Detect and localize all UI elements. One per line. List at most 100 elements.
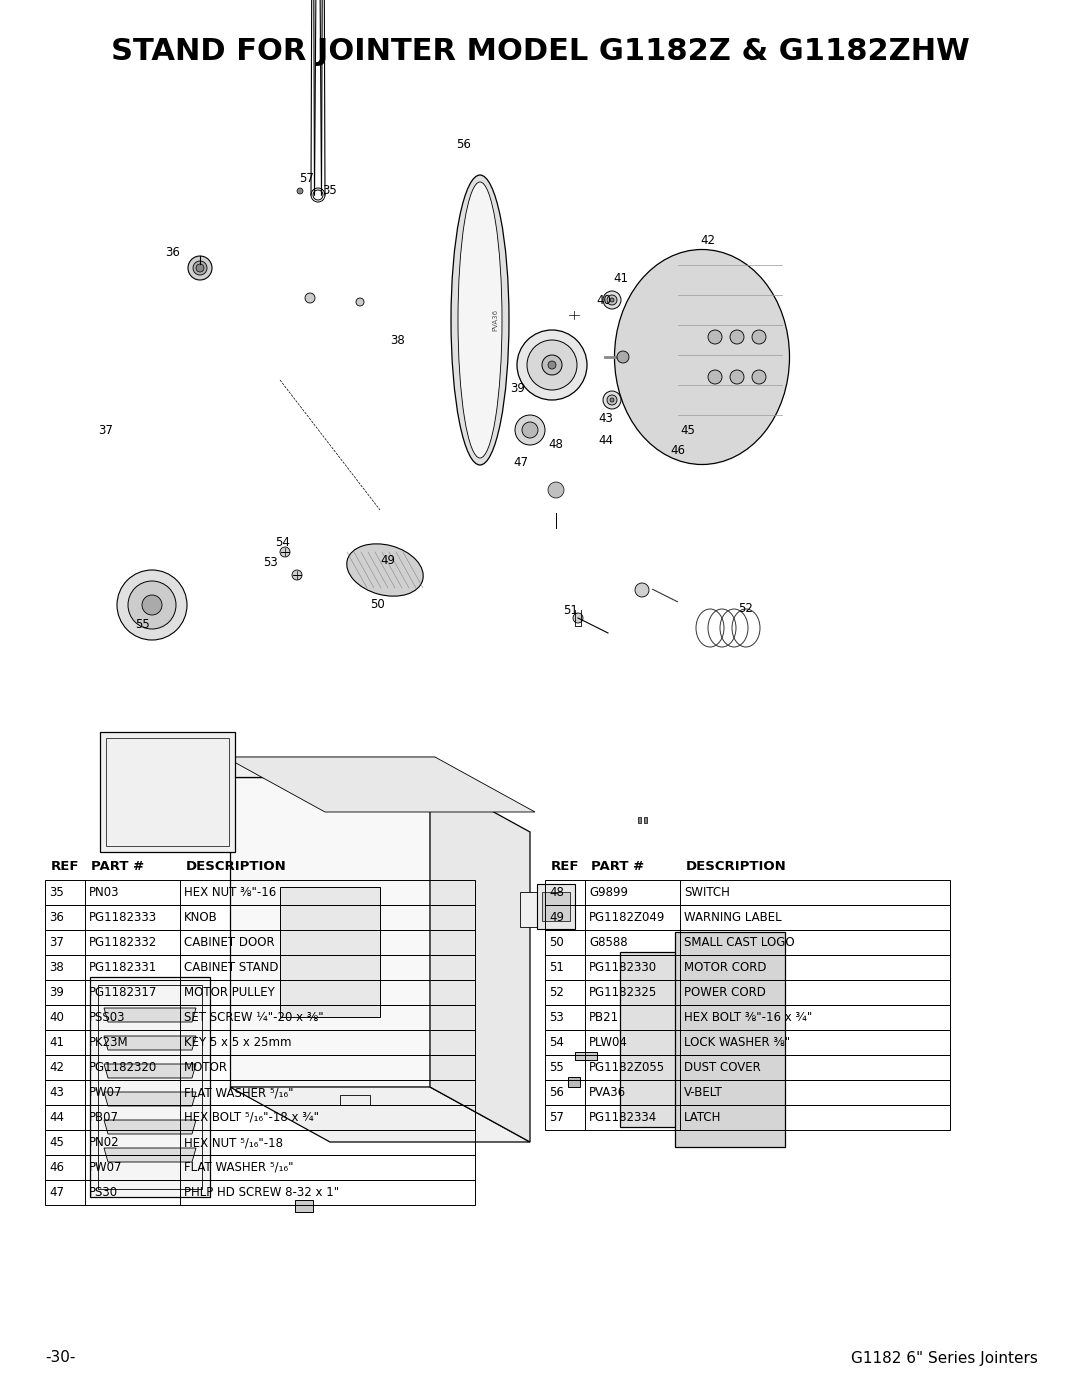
Text: PS30: PS30 — [89, 1186, 118, 1199]
Text: FLAT WASHER ⁵/₁₆": FLAT WASHER ⁵/₁₆" — [184, 1161, 294, 1173]
Circle shape — [305, 293, 315, 303]
Ellipse shape — [458, 182, 502, 458]
Text: MOTOR PULLEY: MOTOR PULLEY — [184, 986, 274, 999]
Text: POWER CORD: POWER CORD — [684, 986, 766, 999]
Text: PHLP HD SCREW 8-32 x 1": PHLP HD SCREW 8-32 x 1" — [184, 1186, 339, 1199]
Text: 50: 50 — [549, 936, 564, 949]
Text: PW07: PW07 — [89, 1085, 122, 1099]
Text: 46: 46 — [670, 443, 685, 457]
Text: PLW04: PLW04 — [589, 1037, 627, 1049]
Circle shape — [752, 370, 766, 384]
Ellipse shape — [451, 175, 509, 465]
Text: 42: 42 — [700, 233, 715, 246]
Text: 38: 38 — [390, 334, 405, 346]
Polygon shape — [104, 1148, 195, 1162]
Ellipse shape — [347, 543, 423, 597]
Text: PN03: PN03 — [89, 886, 120, 900]
Text: PSS03: PSS03 — [89, 1011, 125, 1024]
Polygon shape — [542, 893, 570, 921]
Text: 51: 51 — [549, 961, 564, 974]
Text: HEX BOLT ⅜"-16 x ¾": HEX BOLT ⅜"-16 x ¾" — [684, 1011, 812, 1024]
Text: 39: 39 — [510, 381, 525, 394]
Text: 36: 36 — [165, 246, 180, 258]
Polygon shape — [225, 757, 435, 777]
Text: STAND FOR JOINTER MODEL G1182Z & G1182ZHW: STAND FOR JOINTER MODEL G1182Z & G1182ZH… — [110, 38, 970, 67]
Text: 57: 57 — [299, 172, 314, 184]
Text: 42: 42 — [49, 1060, 64, 1074]
Text: HEX NUT ⅜"-16: HEX NUT ⅜"-16 — [184, 886, 276, 900]
Text: PG1182317: PG1182317 — [89, 986, 158, 999]
Text: SWITCH: SWITCH — [684, 886, 730, 900]
Circle shape — [522, 422, 538, 439]
Circle shape — [610, 398, 615, 402]
Text: SMALL CAST LOGO: SMALL CAST LOGO — [684, 936, 795, 949]
Text: 46: 46 — [49, 1161, 64, 1173]
Text: PG1182320: PG1182320 — [89, 1060, 158, 1074]
Text: 44: 44 — [598, 433, 613, 447]
Polygon shape — [644, 817, 647, 823]
Text: 45: 45 — [680, 423, 694, 436]
Text: PG1182330: PG1182330 — [589, 961, 657, 974]
Polygon shape — [100, 732, 235, 852]
Polygon shape — [519, 893, 540, 928]
Text: G8588: G8588 — [589, 936, 627, 949]
Circle shape — [617, 351, 629, 363]
Circle shape — [515, 415, 545, 446]
Circle shape — [280, 548, 291, 557]
Text: 54: 54 — [549, 1037, 564, 1049]
Circle shape — [603, 391, 621, 409]
Text: 40: 40 — [596, 293, 611, 306]
Text: 52: 52 — [549, 986, 564, 999]
Text: 43: 43 — [49, 1085, 64, 1099]
Text: 56: 56 — [456, 138, 471, 151]
Polygon shape — [575, 1052, 597, 1060]
Text: 39: 39 — [49, 986, 64, 999]
Circle shape — [610, 298, 615, 302]
Text: PN02: PN02 — [89, 1136, 120, 1148]
Text: 55: 55 — [135, 619, 150, 631]
Text: 49: 49 — [380, 553, 395, 567]
Polygon shape — [104, 1092, 195, 1106]
Text: 36: 36 — [49, 911, 64, 923]
Text: PW07: PW07 — [89, 1161, 122, 1173]
Text: HEX NUT ⁵/₁₆"-18: HEX NUT ⁵/₁₆"-18 — [184, 1136, 283, 1148]
Circle shape — [573, 613, 583, 623]
Text: 38: 38 — [49, 961, 64, 974]
Text: PG1182325: PG1182325 — [589, 986, 658, 999]
Polygon shape — [225, 757, 535, 812]
Text: 48: 48 — [548, 439, 563, 451]
Text: 48: 48 — [549, 886, 564, 900]
Text: G9899: G9899 — [589, 886, 627, 900]
Circle shape — [527, 339, 577, 390]
Circle shape — [708, 330, 723, 344]
Text: PK23M: PK23M — [89, 1037, 129, 1049]
Polygon shape — [295, 1200, 313, 1213]
Polygon shape — [104, 1037, 195, 1051]
Text: PB07: PB07 — [89, 1111, 119, 1125]
Text: WARNING LABEL: WARNING LABEL — [684, 911, 782, 923]
Text: 43: 43 — [598, 412, 612, 425]
Text: REF: REF — [551, 859, 580, 873]
Text: 55: 55 — [549, 1060, 564, 1074]
Circle shape — [752, 330, 766, 344]
Text: MOTOR CORD: MOTOR CORD — [684, 961, 767, 974]
Polygon shape — [675, 932, 785, 1147]
Text: 47: 47 — [513, 455, 528, 468]
Polygon shape — [620, 951, 680, 1127]
Text: 35: 35 — [322, 183, 337, 197]
Circle shape — [193, 261, 207, 275]
Text: 47: 47 — [49, 1186, 64, 1199]
Polygon shape — [230, 1087, 530, 1141]
Text: FLAT WASHER ⁵/₁₆": FLAT WASHER ⁵/₁₆" — [184, 1085, 294, 1099]
Text: 41: 41 — [613, 271, 627, 285]
Circle shape — [607, 295, 617, 305]
Text: PVA36: PVA36 — [492, 309, 498, 331]
Circle shape — [603, 291, 621, 309]
Text: SET SCREW ¼"-20 x ⅜": SET SCREW ¼"-20 x ⅜" — [184, 1011, 324, 1024]
Text: -30-: -30- — [45, 1351, 76, 1365]
Text: 41: 41 — [49, 1037, 64, 1049]
Circle shape — [195, 264, 204, 272]
Text: DESCRIPTION: DESCRIPTION — [686, 859, 786, 873]
Text: PB21: PB21 — [589, 1011, 619, 1024]
Text: 37: 37 — [98, 423, 113, 436]
